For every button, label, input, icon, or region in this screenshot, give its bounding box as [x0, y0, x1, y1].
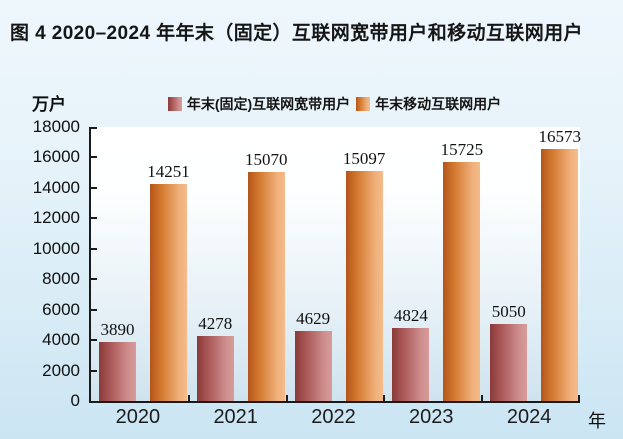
legend-swatch — [356, 97, 371, 111]
y-axis-tick-label: 18000 — [32, 117, 80, 136]
y-axis-tick-mark — [91, 278, 97, 281]
y-axis-tick-label: 12000 — [32, 208, 80, 228]
legend-label: 年末(固定)互联网宽带用户 — [186, 96, 351, 112]
y-axis-tick-mark — [91, 186, 97, 189]
y-axis-tick-mark — [91, 217, 97, 220]
y-axis-tick-mark — [91, 339, 97, 342]
x-axis-tick-label: 2022 — [311, 406, 356, 428]
bar-value-label: 3890 — [100, 319, 135, 339]
x-axis-tick-label: 2021 — [213, 406, 258, 428]
bar-value-label: 15725 — [440, 139, 484, 159]
bar-group: 4629 15097 — [287, 127, 385, 401]
x-axis-tick-label: 2024 — [506, 406, 552, 428]
bar-group: 4278 15070 — [189, 127, 288, 401]
figure-title: 图 4 2020–2024 年年末（固定）互联网宽带用户和移动互联网用户 — [10, 23, 583, 44]
x-axis-tick-mark — [383, 395, 386, 401]
bar-mobile — [247, 171, 285, 401]
y-axis-tick-label: 16000 — [32, 147, 80, 167]
bar-group: 4824 15725 — [384, 127, 484, 401]
bar-value-label: 15070 — [245, 149, 288, 169]
legend-item-fixed-broadband: 年末(固定)互联网宽带用户 — [167, 94, 351, 114]
y-axis-tick-mark — [91, 369, 97, 372]
bar-value-label: 4824 — [393, 305, 428, 325]
bar-fixed-broadband — [99, 341, 136, 401]
bar-group: 5050 16573 — [482, 126, 581, 401]
y-axis-tick-mark — [91, 156, 97, 159]
bar-mobile — [541, 148, 579, 401]
legend-item-mobile: 年末移动互联网用户 — [356, 94, 501, 114]
bar-fixed-broadband — [196, 335, 234, 401]
plot-area: 3890 14251 4278 15070 4629 15097 4824 15725 5050… — [89, 126, 581, 403]
y-axis-tick-label: 2000 — [42, 360, 80, 380]
x-axis-tick-mark — [187, 395, 190, 401]
y-axis-unit-label: 万户 — [32, 95, 66, 114]
legend-label: 年末移动互联网用户 — [375, 96, 502, 112]
bar-value-label: 16573 — [538, 126, 581, 146]
bar-mobile — [443, 161, 481, 401]
bar-value-label: 4629 — [296, 308, 331, 328]
y-axis-tick-mark — [91, 247, 97, 250]
bar-fixed-broadband — [490, 324, 528, 401]
x-axis-tick-mark — [578, 395, 580, 401]
bar-fixed-broadband — [294, 330, 332, 401]
x-axis-tick-label: 2023 — [409, 406, 454, 428]
y-axis-tick-label: 10000 — [32, 238, 80, 258]
y-axis-tick-label: 8000 — [42, 269, 80, 289]
y-axis-tick-label: 6000 — [42, 299, 80, 319]
bar-mobile — [345, 171, 383, 401]
bar-value-label: 14251 — [147, 162, 190, 182]
bar-mobile — [150, 184, 187, 401]
bar-value-label: 15097 — [342, 149, 386, 169]
y-axis-tick-label: 14000 — [32, 177, 80, 197]
y-axis-tick-label: 4000 — [42, 330, 80, 350]
x-axis-unit-label: 年 — [588, 411, 606, 431]
x-axis-tick-mark — [481, 395, 484, 401]
y-axis-tick-label: 0 — [70, 391, 80, 410]
legend-swatch — [167, 97, 182, 111]
x-axis-tick-label: 2020 — [115, 406, 161, 428]
legend: 年末(固定)互联网宽带用户 年末移动互联网用户 — [89, 96, 580, 112]
bar-value-label: 4278 — [198, 313, 233, 333]
y-axis-tick-mark — [91, 127, 97, 129]
bar-fixed-broadband — [392, 327, 430, 401]
x-axis-tick-mark — [285, 395, 288, 401]
y-axis-tick-mark — [91, 308, 97, 311]
bar-value-label: 5050 — [491, 302, 526, 322]
bar-group: 3890 14251 — [91, 127, 190, 401]
